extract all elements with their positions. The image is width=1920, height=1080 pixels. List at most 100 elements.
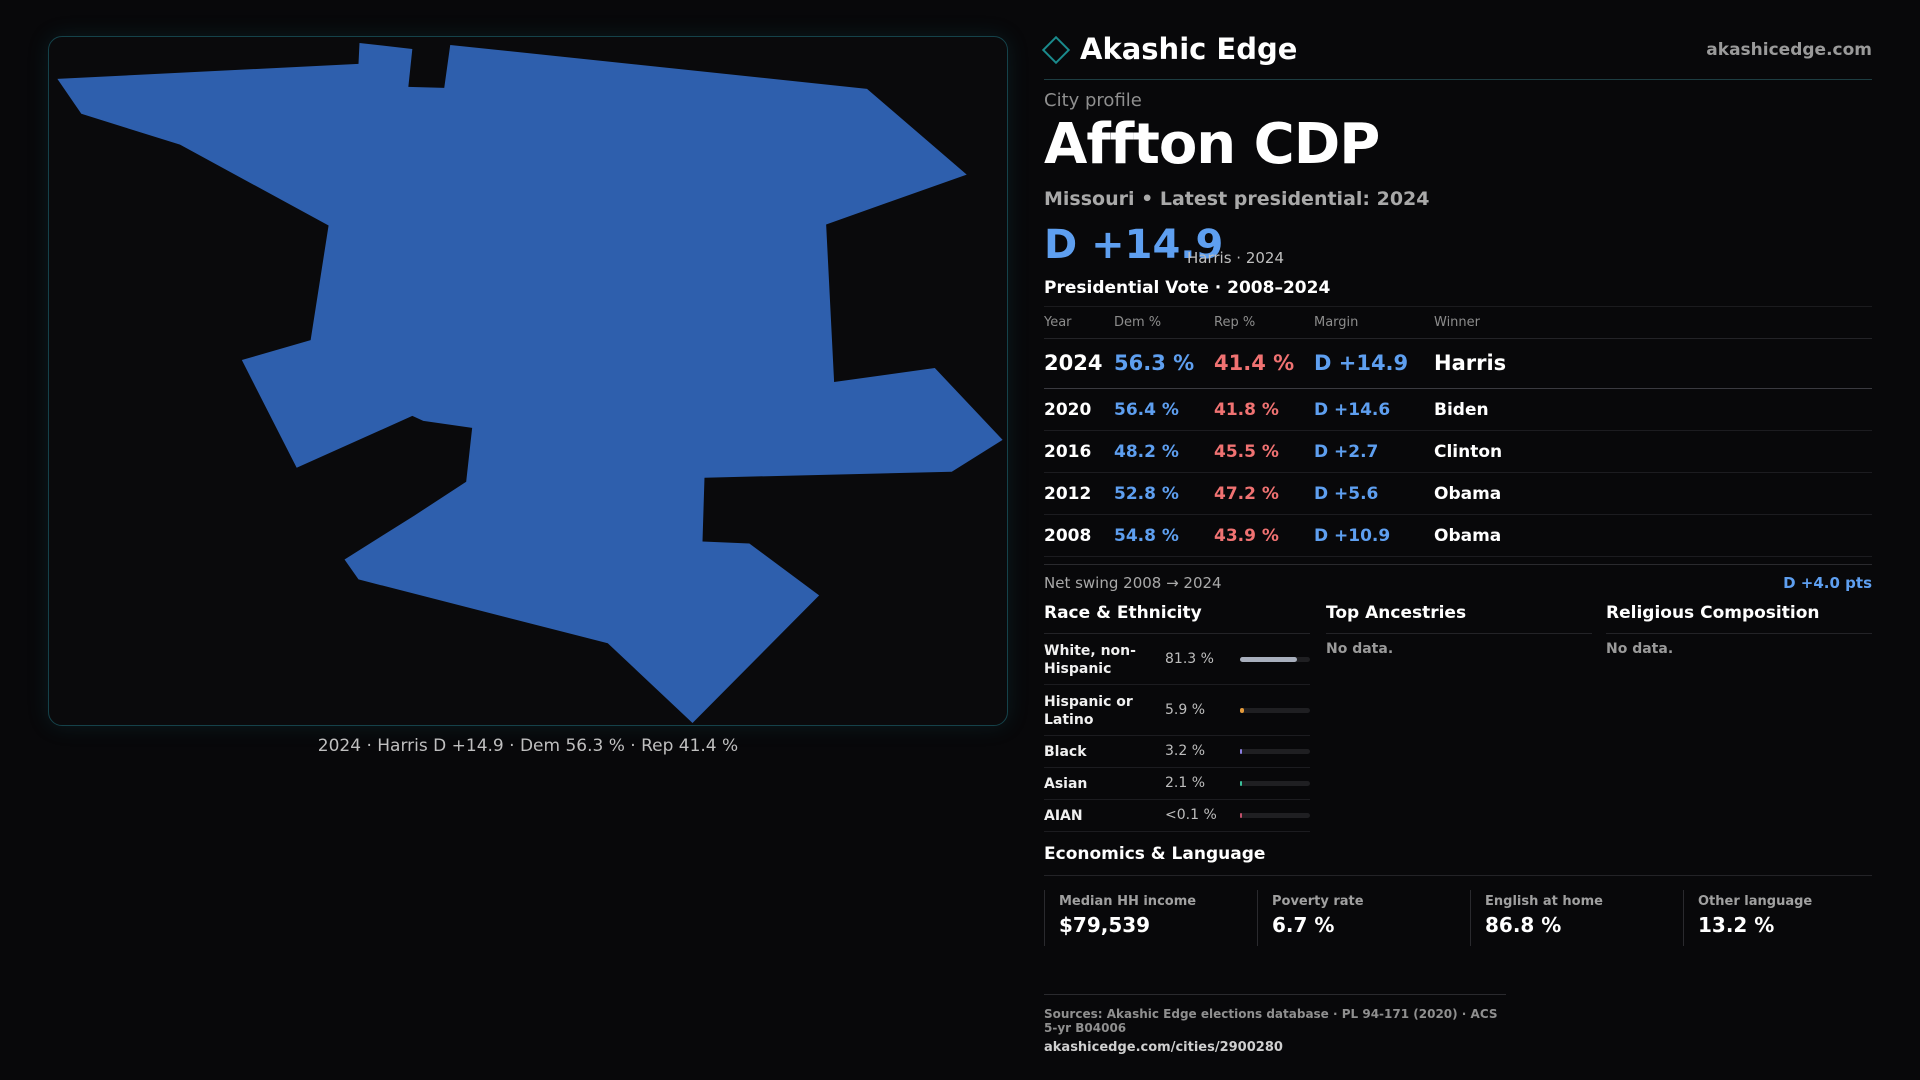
cell-winner: Obama [1434,484,1502,504]
net-swing-value: D +4.0 pts [1783,574,1872,592]
headline-margin: D +14.9 [1044,222,1224,268]
cell-year: 2012 [1044,484,1092,504]
stat-value: $79,539 [1059,913,1151,937]
city-boundary-shape[interactable] [57,42,1003,724]
stat-label: Poverty rate [1272,894,1364,909]
race-bar-fill [1240,813,1243,818]
stat-value: 86.8 % [1485,913,1562,937]
table-row: 2020 56.4 % 41.8 % D +14.6 Biden [1044,389,1872,431]
cell-dem: 56.4 % [1114,400,1179,420]
footer-sources: Sources: Akashic Edge elections database… [1044,1007,1498,1035]
cell-winner: Clinton [1434,442,1503,462]
page-eyebrow: City profile [1044,90,1142,111]
cell-winner: Harris [1434,351,1507,375]
cell-dem: 54.8 % [1114,526,1179,546]
page-title: Affton CDP [1044,112,1380,177]
race-label: Hispanic or Latino [1044,694,1133,728]
race-bar-fill [1240,781,1243,786]
vote-section-title: Presidential Vote · 2008–2024 [1044,278,1331,298]
cell-rep: 41.4 % [1214,351,1295,375]
cell-winner: Obama [1434,526,1502,546]
ancestries-section-title: Top Ancestries [1326,600,1592,634]
table-row: 2012 52.8 % 47.2 % D +5.6 Obama [1044,473,1872,515]
stat-poverty-rate: Poverty rate 6.7 % [1257,890,1457,946]
cell-margin: D +2.7 [1314,442,1379,462]
stat-english-at-home: English at home 86.8 % [1470,890,1670,946]
race-bar-track [1240,749,1310,754]
headline-margin-note: Harris · 2024 [1187,249,1285,267]
brand-header: Akashic Edge akashicedge.com [1041,30,1872,80]
presidential-vote-table: Year Dem % Rep % Margin Winner 2024 56.3… [1044,306,1872,557]
race-label: AIAN [1044,808,1083,824]
race-bar-track [1240,657,1310,662]
page-subtitle: Missouri • Latest presidential: 2024 [1044,188,1430,210]
brand-name[interactable]: Akashic Edge [1080,32,1298,66]
cell-margin: D +14.6 [1314,400,1391,420]
religion-empty-text: No data. [1606,641,1674,657]
race-bar-fill [1240,657,1297,662]
header-margin: Margin [1314,315,1359,330]
cell-winner: Biden [1434,400,1489,420]
religion-section-title: Religious Composition [1606,600,1872,634]
cell-rep: 45.5 % [1214,442,1279,462]
economics-section-title: Economics & Language [1044,844,1266,864]
stat-other-language: Other language 13.2 % [1683,890,1883,946]
race-pct: 81.3 % [1165,651,1214,667]
header-year: Year [1044,315,1072,330]
cell-margin: D +10.9 [1314,526,1391,546]
cell-dem: 48.2 % [1114,442,1179,462]
stat-label: Median HH income [1059,894,1197,909]
table-row: 2024 56.3 % 41.4 % D +14.9 Harris [1044,339,1872,389]
ancestries-empty-text: No data. [1326,641,1394,657]
race-bar-track [1240,708,1310,713]
cell-rep: 47.2 % [1214,484,1279,504]
cell-rep: 43.9 % [1214,526,1279,546]
top-ancestries-section: Top Ancestries No data. [1326,600,1592,657]
cell-year: 2020 [1044,400,1092,420]
cell-margin: D +14.9 [1314,351,1409,375]
race-label: Black [1044,744,1087,760]
header-winner: Winner [1434,315,1481,330]
race-pct: <0.1 % [1165,807,1217,823]
race-label: Asian [1044,776,1088,792]
race-ethnicity-section: Race & Ethnicity White, non-Hispanic 81.… [1044,600,1310,832]
table-header-row: Year Dem % Rep % Margin Winner [1044,307,1872,339]
cell-dem: 52.8 % [1114,484,1179,504]
religious-composition-section: Religious Composition No data. [1606,600,1872,657]
cell-margin: D +5.6 [1314,484,1379,504]
header-rep: Rep % [1214,315,1256,330]
net-swing-label: Net swing 2008 → 2024 [1044,574,1222,592]
race-pct: 3.2 % [1165,743,1206,759]
economics-header: Economics & Language [1044,842,1872,876]
list-item: AIAN <0.1 % [1044,800,1310,832]
boundary-svg [57,42,1003,724]
list-item: Hispanic or Latino 5.9 % [1044,685,1310,736]
list-item: Asian 2.1 % [1044,768,1310,800]
cell-dem: 56.3 % [1114,351,1195,375]
stat-value: 6.7 % [1272,913,1335,937]
cell-rep: 41.8 % [1214,400,1279,420]
race-section-title: Race & Ethnicity [1044,600,1310,634]
race-bar-fill [1240,749,1243,754]
map-caption: 2024 · Harris D +14.9 · Dem 56.3 % · Rep… [317,736,739,756]
race-bar-track [1240,781,1310,786]
list-item: White, non-Hispanic 81.3 % [1044,634,1310,685]
race-label: White, non-Hispanic [1044,643,1136,677]
list-item: Black 3.2 % [1044,736,1310,768]
economics-stats: Median HH income $79,539 Poverty rate 6.… [1044,890,1872,946]
stat-label: Other language [1698,894,1813,909]
city-boundary-map[interactable] [48,36,1008,726]
footer: Sources: Akashic Edge elections database… [1044,994,1506,1055]
net-swing-row: Net swing 2008 → 2024 D +4.0 pts [1044,564,1872,600]
diamond-logo-icon [1041,35,1071,65]
table-row: 2008 54.8 % 43.9 % D +10.9 Obama [1044,515,1872,557]
table-row: 2016 48.2 % 45.5 % D +2.7 Clinton [1044,431,1872,473]
race-bar-fill [1240,708,1245,713]
stat-value: 13.2 % [1698,913,1775,937]
stat-label: English at home [1485,894,1603,909]
footer-url-link[interactable]: akashicedge.com/cities/2900280 [1044,1040,1283,1055]
brand-url-link[interactable]: akashicedge.com [1706,40,1872,60]
race-pct: 5.9 % [1165,702,1206,718]
stat-median-income: Median HH income $79,539 [1044,890,1244,946]
cell-year: 2016 [1044,442,1092,462]
